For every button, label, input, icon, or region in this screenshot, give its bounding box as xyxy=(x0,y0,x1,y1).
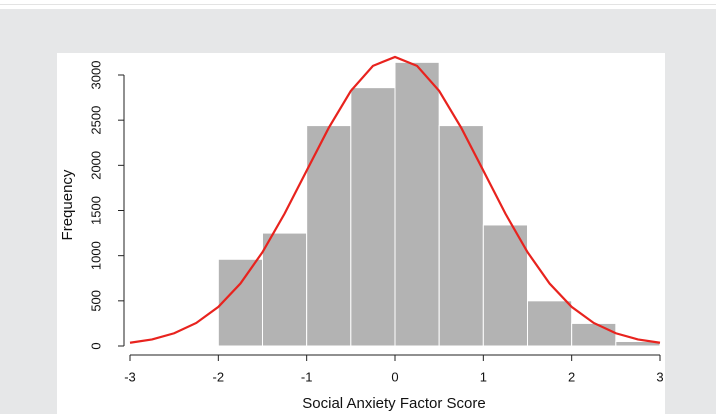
x-tick-label: -2 xyxy=(213,369,225,384)
y-tick-label: 500 xyxy=(88,290,103,312)
bar xyxy=(482,224,529,347)
x-tick-label: 0 xyxy=(391,369,398,384)
bar xyxy=(306,125,352,347)
y-tick-label: 3000 xyxy=(88,61,103,90)
bar xyxy=(615,340,661,347)
x-tick-label: 1 xyxy=(480,369,487,384)
bar xyxy=(350,87,396,347)
y-tick-label: 1000 xyxy=(88,241,103,270)
density-curve xyxy=(129,55,661,344)
bar xyxy=(438,125,484,347)
y-tick-label: 1500 xyxy=(88,196,103,225)
y-axis-title: Frequency xyxy=(59,169,76,240)
bar xyxy=(262,232,308,347)
x-tick-label: -3 xyxy=(124,369,136,384)
x-axis-title: Social Anxiety Factor Score xyxy=(302,395,485,412)
bar xyxy=(394,61,440,347)
y-tick-label: 2500 xyxy=(88,106,103,135)
x-tick-label: -1 xyxy=(301,369,313,384)
x-tick-label: 3 xyxy=(656,369,663,384)
y-tick-label: 0 xyxy=(88,342,103,349)
bar xyxy=(217,258,263,347)
bar xyxy=(527,300,573,347)
bar xyxy=(571,322,617,347)
y-tick-label: 2000 xyxy=(88,151,103,180)
x-tick-label: 2 xyxy=(568,369,575,384)
